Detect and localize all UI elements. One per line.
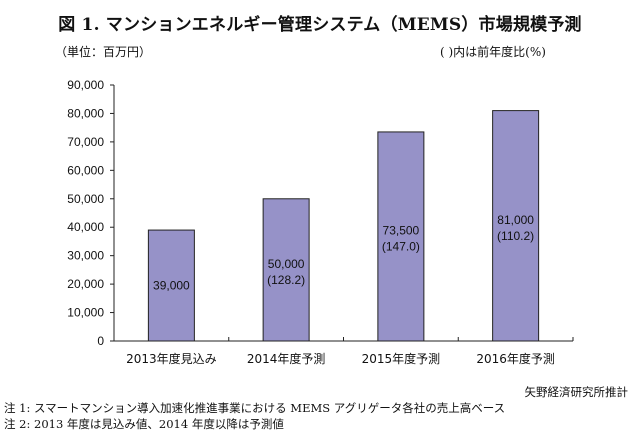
y-tick-label: 80,000 bbox=[67, 106, 104, 120]
y-tick-label: 0 bbox=[97, 334, 104, 348]
bar-yoy-label: (110.2) bbox=[497, 229, 534, 243]
bar bbox=[147, 229, 195, 342]
y-tick-label: 20,000 bbox=[67, 277, 104, 291]
footnote-1: 注 1: スマートマンション導入加速化推進事業における MEMS アグリゲータ各… bbox=[4, 401, 506, 415]
source-credit: 矢野経済研究所推計 bbox=[524, 385, 629, 399]
unit-label: （単位：百万円） bbox=[55, 45, 152, 59]
y-tick-label: 60,000 bbox=[67, 163, 104, 177]
y-tick-label: 40,000 bbox=[67, 220, 104, 234]
bar bbox=[377, 131, 425, 342]
bar-value-label: 50,000 bbox=[268, 257, 305, 271]
y-tick-label: 70,000 bbox=[67, 135, 104, 149]
bar-value-label: 39,000 bbox=[153, 279, 190, 293]
x-category-label: 2015年度予測 bbox=[362, 351, 441, 366]
chart-title: 図 1. マンションエネルギー管理システム（MEMS）市場規模予測 bbox=[58, 15, 582, 35]
y-axis: 0 10,000 20,000 30,000 40,000 50,000 60,000 70,… bbox=[67, 78, 115, 348]
y-tick-label: 90,000 bbox=[67, 78, 104, 92]
bar-yoy-label: (147.0) bbox=[382, 239, 420, 253]
y-tick-label: 10,000 bbox=[67, 306, 104, 320]
bar-value-label: 81,000 bbox=[497, 213, 534, 227]
y-tick-label: 50,000 bbox=[67, 192, 104, 206]
bar bbox=[262, 198, 310, 342]
bar-value-label: 73,500 bbox=[383, 223, 420, 237]
footnote-2: 注 2: 2013 年度は見込み値、2014 年度以降は予測値 bbox=[4, 417, 284, 431]
x-category-label: 2016年度予測 bbox=[476, 351, 555, 366]
y-tick-label: 30,000 bbox=[67, 249, 104, 263]
x-axis: 2013年度見込み 2014年度予測 2015年度予測 2016年度予測 bbox=[114, 337, 574, 366]
bar-yoy-label: (128.2) bbox=[267, 273, 305, 287]
yoy-ratio-note: ( )内は前年度比(%) bbox=[440, 45, 546, 59]
bars: 39,000 50,000 (128.2) 73,500 (147.0) 81,000 (1… bbox=[147, 110, 540, 342]
x-category-label: 2014年度予測 bbox=[247, 351, 326, 366]
bar bbox=[492, 110, 540, 342]
x-category-label: 2013年度見込み bbox=[126, 351, 217, 366]
